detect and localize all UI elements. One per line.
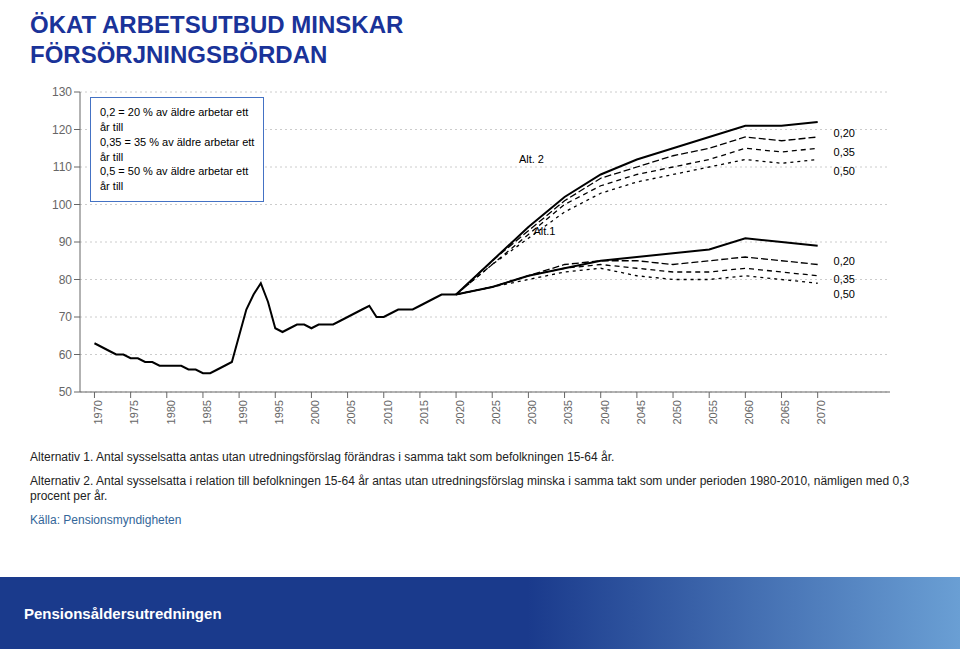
html-text:Alternativ 1. Antal sysselsatt: Alternativ 1. Antal sysselsatta antas ut… [30,450,615,464]
svg-text:2055: 2055 [707,400,719,424]
svg-text:110: 110 [53,160,72,174]
svg-text:0,50: 0,50 [834,165,855,177]
svg-text:2015: 2015 [418,400,430,424]
svg-text:2025: 2025 [490,400,502,424]
svg-text:2045: 2045 [635,400,647,424]
html-text:0,2 = 20 % av äldre arbetar et: 0,2 = 20 % av äldre arbetar ett år till … [100,106,255,193]
svg-text:80: 80 [59,273,73,287]
svg-text:1995: 1995 [273,400,285,424]
svg-text:60: 60 [59,348,73,362]
svg-text:2040: 2040 [599,400,611,424]
svg-text:2030: 2030 [526,400,538,424]
svg-text:2005: 2005 [345,400,357,424]
svg-text:100: 100 [52,198,72,212]
svg-text:1970: 1970 [92,400,104,424]
svg-text:2070: 2070 [815,400,827,424]
svg-text:Alt. 2: Alt. 2 [519,153,544,165]
svg-text:0,35: 0,35 [834,273,855,285]
html-text:Källa: Pensionsmyndigheten: Källa: Pensionsmyndigheten [30,512,182,527]
html-text:Pensionsåldersutredningen: Pensionsåldersutredningen [24,604,222,622]
svg-text:2010: 2010 [382,400,394,424]
svg-text:0,20: 0,20 [834,255,855,267]
svg-text:1990: 1990 [237,400,249,424]
svg-text:70: 70 [59,310,73,324]
svg-text:120: 120 [52,123,72,137]
svg-text:130: 130 [52,85,72,99]
svg-text:1975: 1975 [128,400,140,424]
html-text:ÖKAT ARBETSUTBUD MINSKAR FÖRSÖ: ÖKAT ARBETSUTBUD MINSKAR FÖRSÖRJNINGSBÖR… [30,11,404,68]
svg-text:1980: 1980 [165,400,177,424]
svg-text:90: 90 [59,235,73,249]
svg-text:2065: 2065 [779,400,791,424]
svg-text:2020: 2020 [454,400,466,424]
svg-text:1985: 1985 [201,400,213,424]
svg-text:2050: 2050 [671,400,683,424]
svg-text:2035: 2035 [562,400,574,424]
svg-text:2060: 2060 [743,400,755,424]
svg-text:Alt.1: Alt.1 [533,225,555,237]
svg-text:0,50: 0,50 [834,288,855,300]
svg-text:0,20: 0,20 [834,127,855,139]
svg-text:2000: 2000 [309,400,321,424]
svg-text:0,35: 0,35 [834,146,855,158]
svg-text:50: 50 [59,385,73,399]
html-text:Alternativ 2. Antal sysselsatt: Alternativ 2. Antal sysselsatta i relati… [30,473,910,504]
